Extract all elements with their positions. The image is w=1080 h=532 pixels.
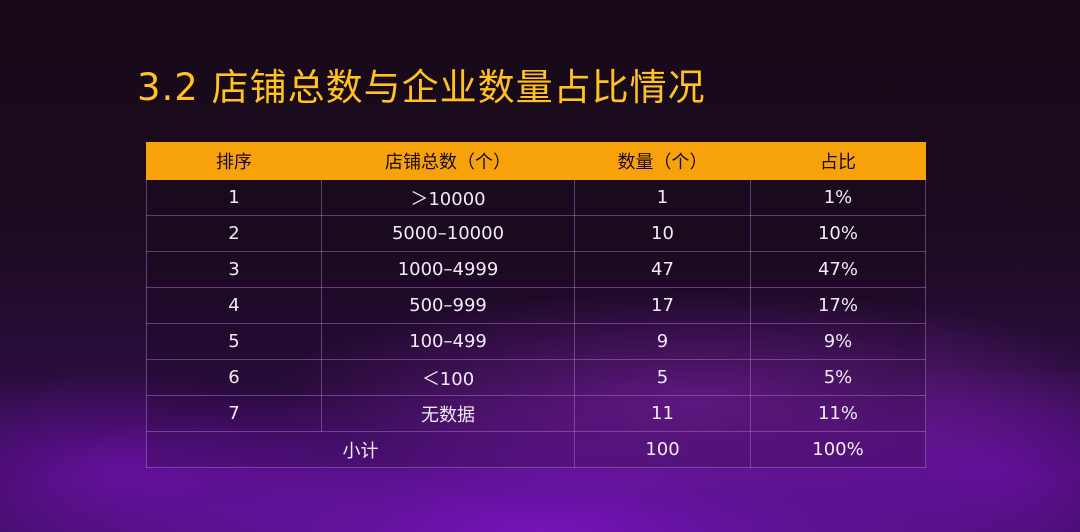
table-row: 7 无数据 11 11% xyxy=(146,395,926,432)
cell-rank: 4 xyxy=(146,287,322,324)
cell-rank: 6 xyxy=(146,359,322,396)
header-rank: 排序 xyxy=(146,142,322,180)
cell-share: 1% xyxy=(750,179,926,216)
cell-store-total: 5000–10000 xyxy=(321,215,575,252)
cell-store-total: 500–999 xyxy=(321,287,575,324)
cell-store-total: 1000–4999 xyxy=(321,251,575,288)
cell-count: 11 xyxy=(574,395,751,432)
cell-share: 9% xyxy=(750,323,926,360)
cell-rank: 5 xyxy=(146,323,322,360)
slide-title: 3.2 店铺总数与企业数量占比情况 xyxy=(137,66,706,109)
table-row: 3 1000–4999 47 47% xyxy=(146,251,926,288)
table-total-row: 小计 100 100% xyxy=(146,431,926,468)
cell-share: 11% xyxy=(750,395,926,432)
cell-count: 1 xyxy=(574,179,751,216)
table-header-row: 排序 店铺总数（个） 数量（个） 占比 xyxy=(146,142,926,180)
table-row: 1 ＞10000 1 1% xyxy=(146,179,926,216)
header-store-total: 店铺总数（个） xyxy=(321,142,575,180)
cell-store-total: 100–499 xyxy=(321,323,575,360)
store-count-table: 排序 店铺总数（个） 数量（个） 占比 1 ＞10000 1 1% 2 5000… xyxy=(146,142,926,468)
cell-total-count: 100 xyxy=(574,431,751,468)
cell-store-total: 无数据 xyxy=(321,395,575,432)
cell-store-total: ＜100 xyxy=(321,359,575,396)
table-row: 4 500–999 17 17% xyxy=(146,287,926,324)
cell-total-label: 小计 xyxy=(146,431,575,468)
cell-rank: 3 xyxy=(146,251,322,288)
header-share: 占比 xyxy=(750,142,926,180)
table-row: 2 5000–10000 10 10% xyxy=(146,215,926,252)
cell-store-total: ＞10000 xyxy=(321,179,575,216)
header-count: 数量（个） xyxy=(574,142,751,180)
cell-share: 5% xyxy=(750,359,926,396)
cell-rank: 7 xyxy=(146,395,322,432)
cell-count: 17 xyxy=(574,287,751,324)
cell-count: 10 xyxy=(574,215,751,252)
cell-share: 10% xyxy=(750,215,926,252)
cell-share: 17% xyxy=(750,287,926,324)
cell-count: 47 xyxy=(574,251,751,288)
cell-count: 5 xyxy=(574,359,751,396)
cell-rank: 2 xyxy=(146,215,322,252)
cell-total-share: 100% xyxy=(750,431,926,468)
cell-rank: 1 xyxy=(146,179,322,216)
table-row: 6 ＜100 5 5% xyxy=(146,359,926,396)
cell-share: 47% xyxy=(750,251,926,288)
table-row: 5 100–499 9 9% xyxy=(146,323,926,360)
cell-count: 9 xyxy=(574,323,751,360)
